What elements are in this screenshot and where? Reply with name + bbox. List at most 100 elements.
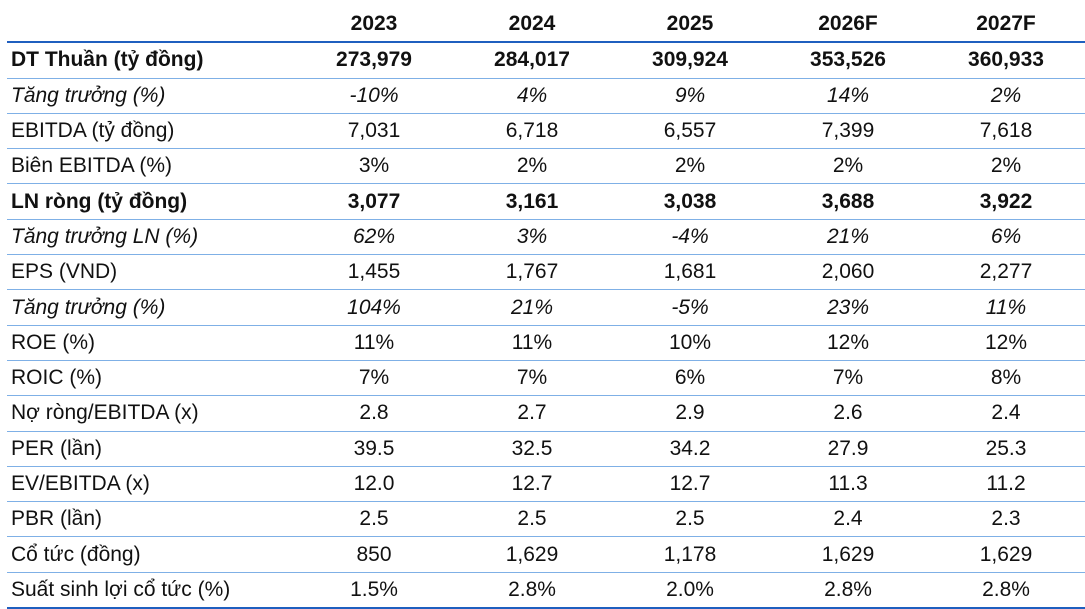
value-cell: 850 — [295, 536, 453, 573]
value-cell: 12.7 — [611, 466, 769, 503]
value-cell: 2.8% — [453, 572, 611, 609]
row-label: DT Thuần (tỷ đồng) — [7, 42, 295, 79]
table-row: DT Thuần (tỷ đồng) 273,979 284,017 309,924 3… — [7, 42, 1085, 79]
value-cell: 21% — [453, 289, 611, 326]
value-cell: 2.8% — [927, 572, 1085, 609]
value-cell: 104% — [295, 289, 453, 326]
value-cell: 34.2 — [611, 431, 769, 467]
value-cell: 25.3 — [927, 431, 1085, 467]
value-cell: 3,038 — [611, 183, 769, 220]
value-cell: 273,979 — [295, 42, 453, 79]
header-cell-2026f: 2026F — [769, 7, 927, 44]
value-cell: 11% — [927, 289, 1085, 326]
value-cell: 2,277 — [927, 254, 1085, 291]
value-cell: 2.3 — [927, 501, 1085, 538]
value-cell: 2% — [453, 148, 611, 185]
value-cell: 7,399 — [769, 113, 927, 150]
value-cell: 7% — [295, 360, 453, 397]
value-cell: 309,924 — [611, 42, 769, 79]
table-row: EPS (VND) 1,455 1,767 1,681 2,060 2,277 — [7, 254, 1085, 291]
value-cell: 2.5 — [295, 501, 453, 538]
value-cell: 62% — [295, 219, 453, 256]
value-cell: 12.0 — [295, 466, 453, 503]
value-cell: 3,077 — [295, 183, 453, 220]
value-cell: 1.5% — [295, 572, 453, 609]
value-cell: 2.9 — [611, 395, 769, 432]
value-cell: 3,922 — [927, 183, 1085, 220]
value-cell: 360,933 — [927, 42, 1085, 79]
table-body: DT Thuần (tỷ đồng) 273,979 284,017 309,924 3… — [7, 42, 1085, 609]
value-cell: -5% — [611, 289, 769, 326]
value-cell: 2.6 — [769, 395, 927, 432]
value-cell: 12% — [769, 325, 927, 361]
value-cell: 2.5 — [611, 501, 769, 538]
table-row: Cổ tức (đồng) 850 1,629 1,178 1,629 1,629 — [7, 536, 1085, 573]
value-cell: 1,629 — [453, 536, 611, 573]
row-label: ROE (%) — [7, 325, 295, 361]
row-label: Tăng trưởng (%) — [7, 78, 295, 114]
value-cell: 2,060 — [769, 254, 927, 291]
value-cell: 2% — [611, 148, 769, 185]
value-cell: 3% — [295, 148, 453, 185]
value-cell: 3,161 — [453, 183, 611, 220]
value-cell: 1,629 — [769, 536, 927, 573]
value-cell: 11% — [453, 325, 611, 361]
financial-summary-table: 2023 2024 2025 2026F 2027F DT Thuần (tỷ … — [7, 7, 1085, 609]
value-cell: 2.4 — [927, 395, 1085, 432]
value-cell: 1,455 — [295, 254, 453, 291]
value-cell: 2.5 — [453, 501, 611, 538]
table-row: EV/EBITDA (x) 12.0 12.7 12.7 11.3 11.2 — [7, 466, 1085, 503]
row-label: EBITDA (tỷ đồng) — [7, 113, 295, 150]
value-cell: -4% — [611, 219, 769, 256]
value-cell: 12% — [927, 325, 1085, 361]
value-cell: 284,017 — [453, 42, 611, 79]
value-cell: 14% — [769, 78, 927, 114]
value-cell: 12.7 — [453, 466, 611, 503]
value-cell: 353,526 — [769, 42, 927, 79]
value-cell: 27.9 — [769, 431, 927, 467]
value-cell: 2% — [927, 148, 1085, 185]
value-cell: 2.8 — [295, 395, 453, 432]
value-cell: 6% — [927, 219, 1085, 256]
value-cell: 39.5 — [295, 431, 453, 467]
row-label: Biên EBITDA (%) — [7, 148, 295, 185]
value-cell: 2.4 — [769, 501, 927, 538]
value-cell: 7,031 — [295, 113, 453, 150]
header-cell-2023: 2023 — [295, 7, 453, 44]
value-cell: 1,178 — [611, 536, 769, 573]
table-row: Nợ ròng/EBITDA (x) 2.8 2.7 2.9 2.6 2.4 — [7, 395, 1085, 432]
row-label: PER (lần) — [7, 431, 295, 467]
header-cell-blank — [7, 7, 295, 44]
value-cell: 11.3 — [769, 466, 927, 503]
value-cell: 2% — [927, 78, 1085, 114]
value-cell: 3% — [453, 219, 611, 256]
value-cell: -10% — [295, 78, 453, 114]
value-cell: 7% — [453, 360, 611, 397]
value-cell: 2.7 — [453, 395, 611, 432]
value-cell: 2% — [769, 148, 927, 185]
value-cell: 6% — [611, 360, 769, 397]
value-cell: 1,681 — [611, 254, 769, 291]
table-row: Suất sinh lợi cổ tức (%) 1.5% 2.8% 2.0% 2.8%… — [7, 572, 1085, 609]
value-cell: 8% — [927, 360, 1085, 397]
header-cell-2025: 2025 — [611, 7, 769, 44]
row-label: EV/EBITDA (x) — [7, 466, 295, 503]
row-label: Tăng trưởng LN (%) — [7, 219, 295, 256]
value-cell: 7,618 — [927, 113, 1085, 150]
row-label: Cổ tức (đồng) — [7, 536, 295, 573]
row-label: ROIC (%) — [7, 360, 295, 397]
value-cell: 7% — [769, 360, 927, 397]
row-label: PBR (lần) — [7, 501, 295, 538]
table-row: Tăng trưởng (%) -10% 4% 9% 14% 2% — [7, 78, 1085, 114]
table-row: PER (lần) 39.5 32.5 34.2 27.9 25.3 — [7, 431, 1085, 467]
table-header: 2023 2024 2025 2026F 2027F — [7, 7, 1085, 44]
value-cell: 10% — [611, 325, 769, 361]
header-row: 2023 2024 2025 2026F 2027F — [7, 7, 1085, 44]
value-cell: 4% — [453, 78, 611, 114]
table-row: LN ròng (tỷ đồng) 3,077 3,161 3,038 3,688 3,9… — [7, 183, 1085, 220]
table-row: Tăng trưởng (%) 104% 21% -5% 23% 11% — [7, 289, 1085, 326]
table-row: EBITDA (tỷ đồng) 7,031 6,718 6,557 7,399 7,61… — [7, 113, 1085, 150]
row-label: Suất sinh lợi cổ tức (%) — [7, 572, 295, 609]
value-cell: 2.8% — [769, 572, 927, 609]
row-label: LN ròng (tỷ đồng) — [7, 183, 295, 220]
